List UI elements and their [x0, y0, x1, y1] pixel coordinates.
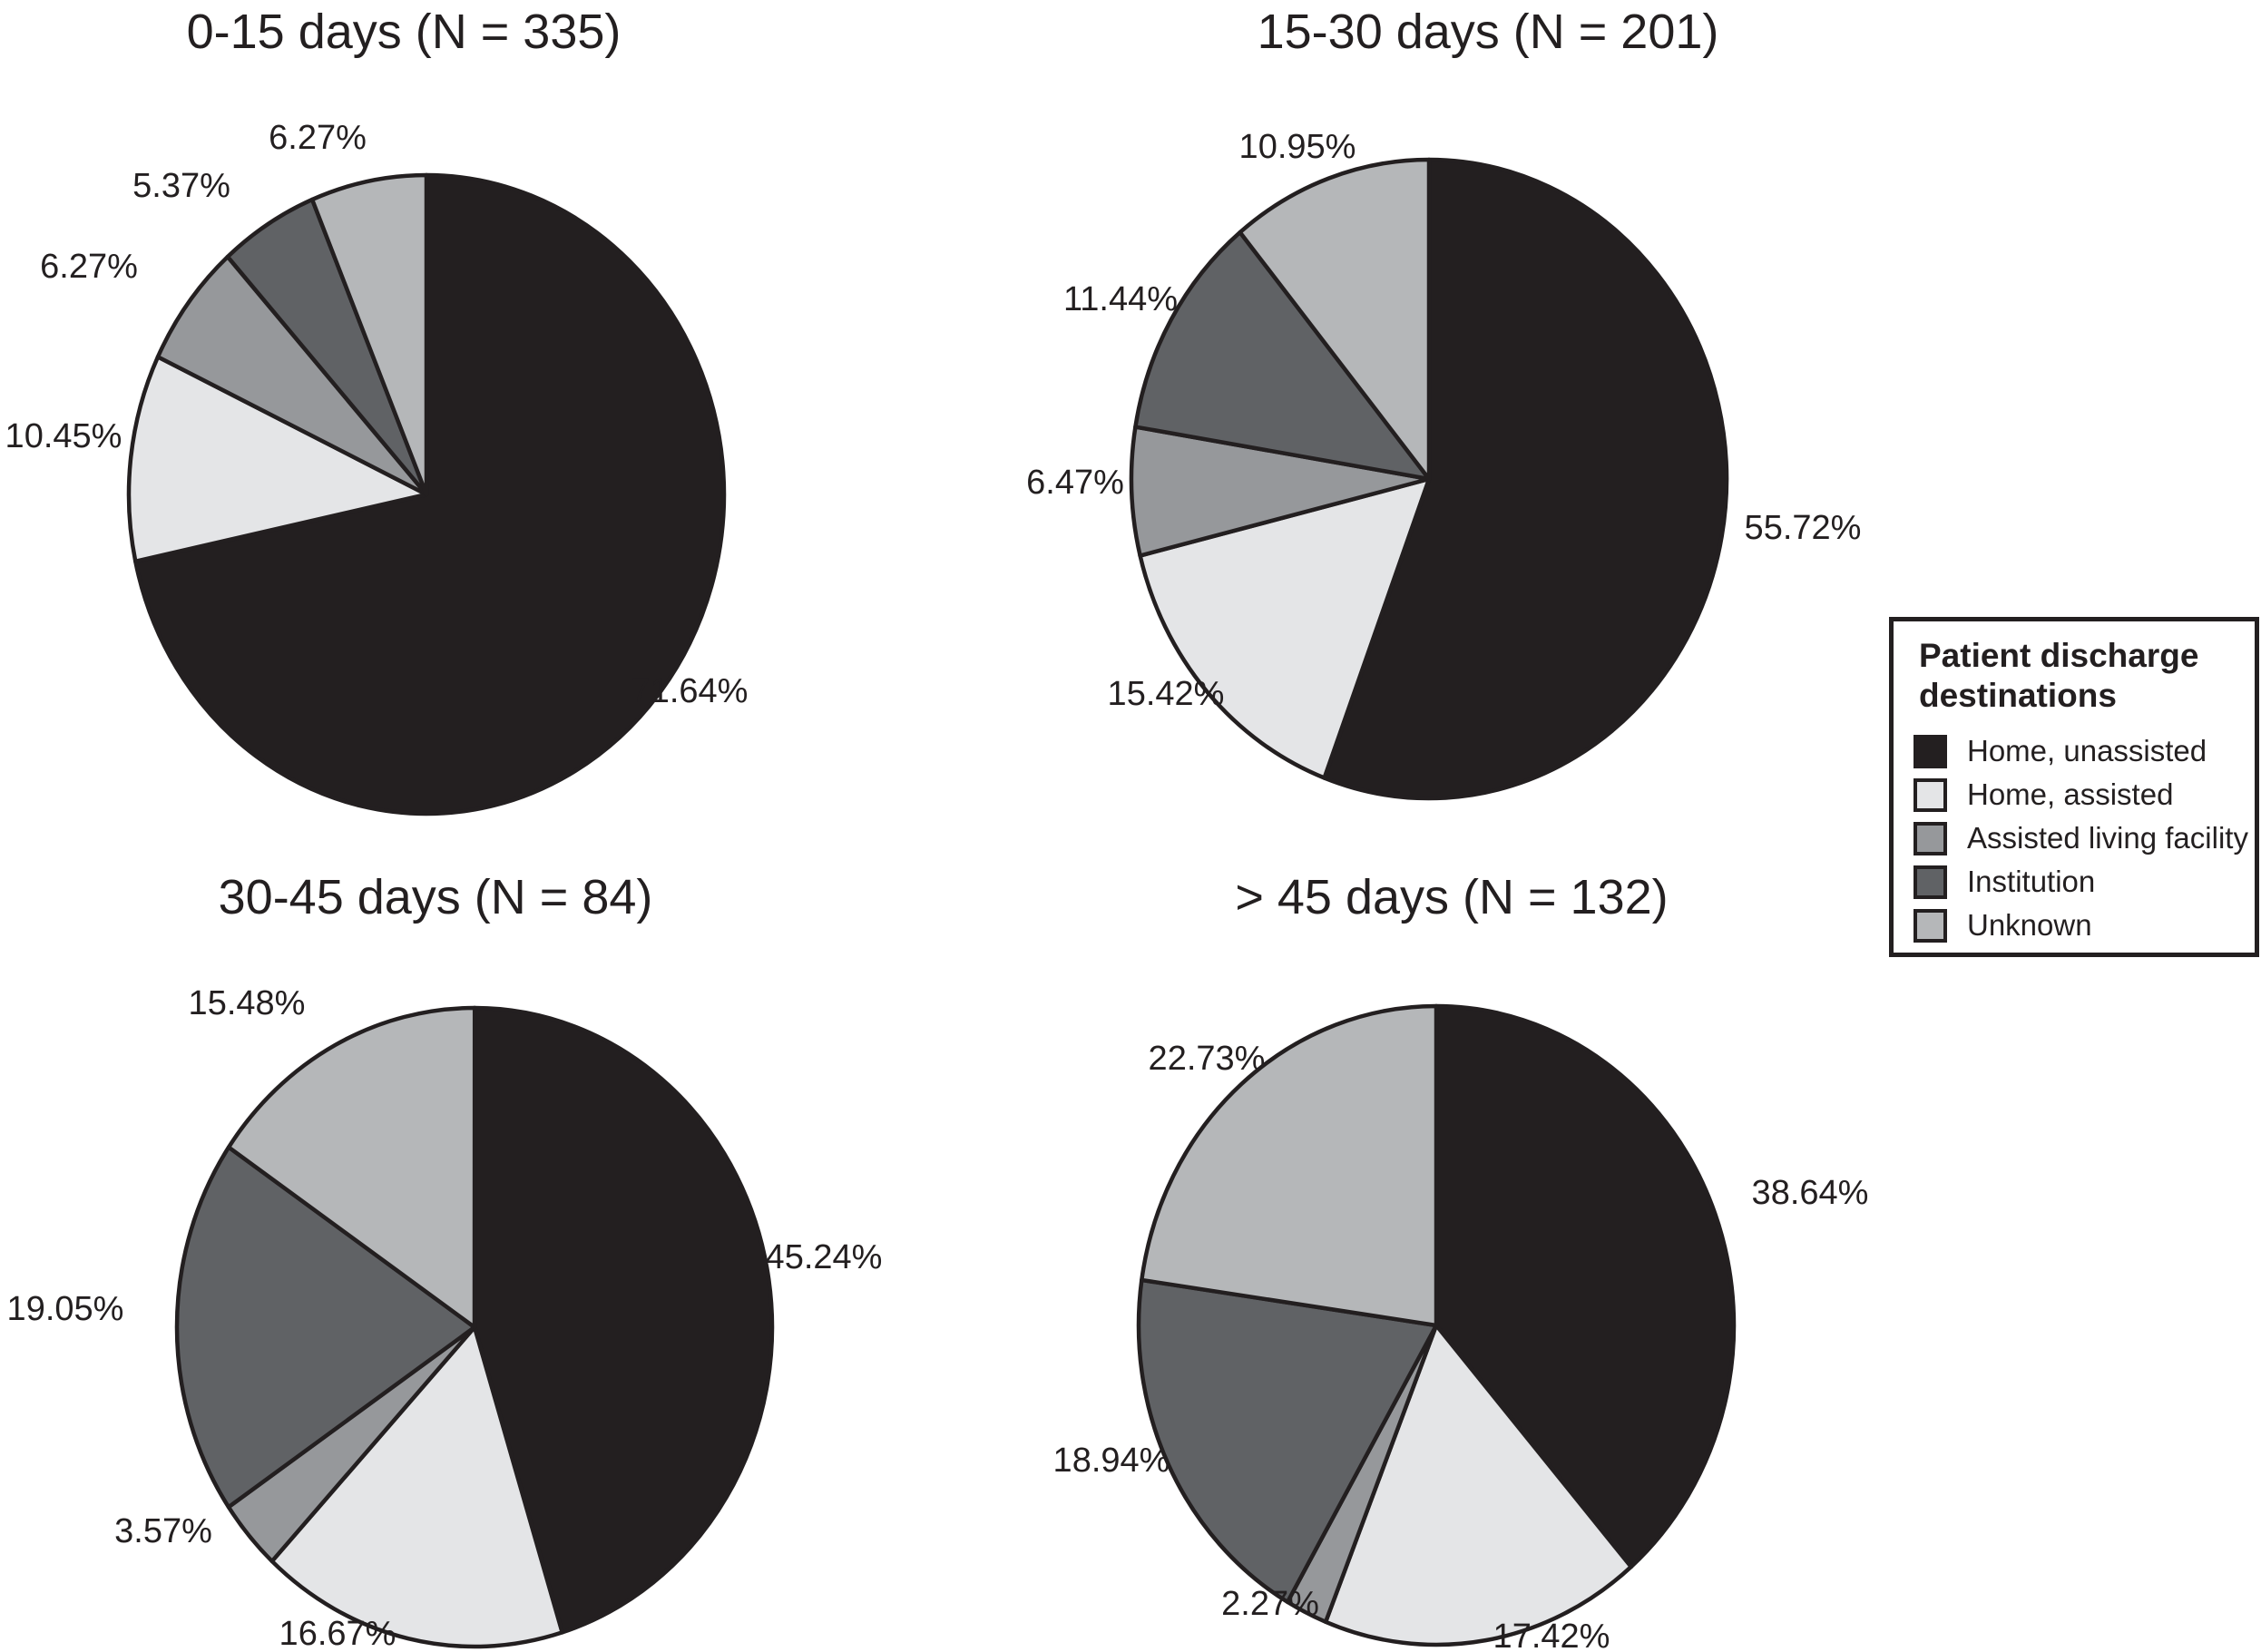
pie-slice-institution — [174, 1145, 477, 1510]
slice-percentage-label: 19.05% — [6, 1290, 124, 1328]
legend-item-label: Assisted living facility — [1967, 821, 2248, 855]
legend-item-assisted-living-facility: Assisted living facility — [1914, 816, 2255, 860]
pie-slice-unknown — [1140, 1003, 1439, 1328]
pie-slice-unknown — [226, 1005, 477, 1330]
pie-slice-home-unassisted — [133, 172, 727, 816]
assisted-living-facility-swatch-icon — [1914, 821, 1947, 855]
slice-percentage-label: 6.47% — [1026, 464, 1124, 502]
unknown-swatch-icon — [1914, 908, 1947, 943]
home-assisted-swatch-icon — [1914, 777, 1947, 812]
pie-slice-unknown — [309, 172, 429, 497]
legend-item-unknown: Unknown — [1914, 904, 2255, 947]
slice-percentage-label: 55.72% — [1744, 509, 1862, 547]
pie-slice-home-assisted — [1323, 1323, 1633, 1647]
slice-percentage-label: 6.27% — [40, 248, 138, 286]
pie-chart-30-45-days — [174, 1005, 775, 1649]
pie-chart-15-30-days — [1129, 157, 1729, 801]
legend-item-label: Unknown — [1967, 908, 2092, 943]
slice-percentage-label: 6.27% — [269, 119, 367, 157]
slice-percentage-label: 38.64% — [1751, 1174, 1869, 1212]
slice-percentage-label: 22.73% — [1148, 1040, 1266, 1078]
slice-percentage-label: 2.27% — [1221, 1585, 1319, 1623]
slice-percentage-label: 15.48% — [188, 984, 306, 1022]
legend-item-home-unassisted: Home, unassisted — [1914, 729, 2255, 773]
institution-swatch-icon — [1914, 865, 1947, 899]
home-unassisted-swatch-icon — [1914, 734, 1947, 768]
slice-percentage-label: 18.94% — [1052, 1442, 1170, 1480]
pie-slice-unknown — [1238, 157, 1432, 482]
slice-percentage-label: 45.24% — [765, 1238, 883, 1276]
slice-percentage-label: 10.45% — [5, 417, 122, 455]
slice-percentage-label: 17.42% — [1493, 1618, 1610, 1652]
pie-slice-home-unassisted — [1322, 157, 1729, 801]
slice-percentage-label: 11.44% — [1062, 280, 1179, 318]
slice-percentage-label: 5.37% — [132, 167, 230, 205]
legend-item-label: Home, unassisted — [1967, 734, 2207, 768]
slice-percentage-label: 71.64% — [631, 672, 749, 710]
pie-slice-home-assisted — [1138, 476, 1432, 780]
pie-title-0-15-days: 0-15 days (N = 335) — [186, 5, 622, 59]
pie-title-15-30-days: 15-30 days (N = 201) — [1257, 5, 1719, 59]
pie-chart-0-15-days — [126, 172, 727, 816]
pie-slice-institution — [1136, 1277, 1439, 1605]
pie-slice-home-unassisted — [1434, 1003, 1737, 1569]
pie-chart-over-45-days — [1136, 1003, 1737, 1647]
slice-percentage-label: 16.67% — [279, 1615, 396, 1652]
legend-item-list: Home, unassisted Home, assisted Assisted… — [1914, 729, 2255, 947]
pie-slice-home-unassisted — [472, 1005, 775, 1635]
slice-percentage-label: 3.57% — [114, 1512, 212, 1550]
legend-title: Patient discharge destinations — [1919, 637, 2199, 714]
pie-slice-home-assisted — [269, 1325, 564, 1649]
pie-slice-institution — [1133, 230, 1432, 482]
pie-slice-assisted-living-facility — [155, 254, 429, 497]
slice-percentage-label: 15.42% — [1107, 675, 1225, 713]
pie-slice-assisted-living-facility — [1129, 425, 1432, 558]
pie-slice-home-assisted — [126, 355, 429, 564]
legend-item-home-assisted: Home, assisted — [1914, 773, 2255, 816]
legend-item-label: Institution — [1967, 865, 2096, 899]
pie-title-over-45-days: > 45 days (N = 132) — [1235, 870, 1669, 924]
pie-title-30-45-days: 30-45 days (N = 84) — [218, 870, 653, 924]
legend-item-institution: Institution — [1914, 860, 2255, 904]
legend-item-label: Home, assisted — [1967, 777, 2174, 812]
legend: Patient discharge destinations Home, una… — [1889, 617, 2259, 957]
slice-percentage-label: 10.95% — [1238, 128, 1356, 166]
